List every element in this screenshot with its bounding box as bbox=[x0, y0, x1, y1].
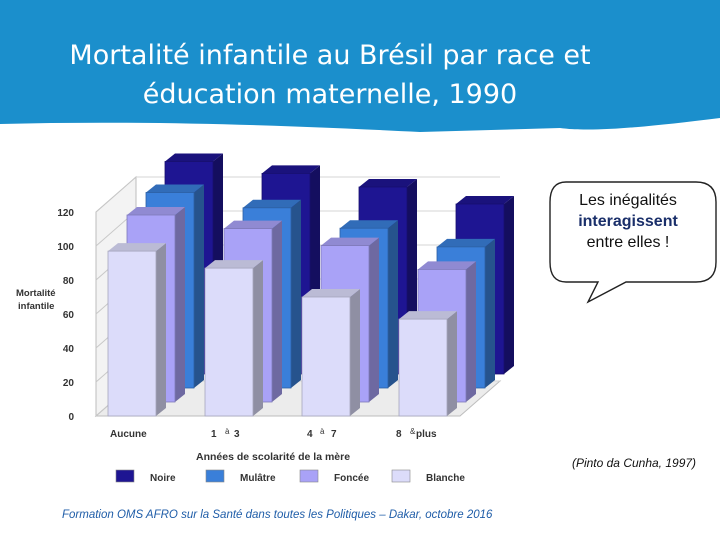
x-category-label-end: plus bbox=[416, 429, 437, 440]
bar-blanche-3 bbox=[301, 289, 360, 417]
legend-swatch bbox=[115, 469, 135, 483]
y-axis-label-line-1: Mortalité bbox=[16, 288, 56, 299]
legend-label: Blanche bbox=[426, 473, 465, 484]
bar-side bbox=[253, 260, 263, 416]
y-tick-label: 80 bbox=[63, 276, 75, 287]
bar-side bbox=[388, 220, 398, 388]
bar-top bbox=[108, 243, 166, 252]
bar-blanche-1 bbox=[107, 243, 166, 417]
bar-front bbox=[398, 318, 448, 417]
x-category-label-connector: à bbox=[225, 427, 230, 436]
legend-swatch bbox=[205, 469, 225, 483]
y-tick-label: 20 bbox=[63, 378, 75, 389]
bar-side bbox=[156, 243, 166, 416]
bar-top bbox=[456, 196, 514, 204]
legend-item-3: Foncée bbox=[299, 469, 369, 484]
bar-top bbox=[437, 238, 495, 247]
bar-top bbox=[321, 237, 379, 246]
banner-shape bbox=[0, 0, 720, 132]
citation: (Pinto da Cunha, 1997) bbox=[571, 456, 697, 470]
bar-side bbox=[291, 199, 301, 388]
chart-legend: Noire Mulâtre Foncée Blanche bbox=[115, 469, 465, 484]
legend-swatch bbox=[391, 469, 411, 483]
bar-side bbox=[485, 238, 495, 388]
bar-top bbox=[127, 207, 185, 215]
x-category-label: 1 bbox=[211, 429, 217, 440]
y-tick-label: 40 bbox=[63, 344, 75, 355]
y-tick-label: 100 bbox=[57, 242, 74, 253]
bar-side bbox=[194, 184, 204, 388]
bar-front bbox=[204, 267, 254, 417]
x-category-label-end: 3 bbox=[234, 429, 240, 440]
x-axis-title: Années de scolarité de la mère bbox=[196, 451, 350, 463]
title-banner bbox=[0, 0, 720, 132]
bar-side bbox=[369, 237, 379, 402]
bar-top bbox=[205, 260, 263, 269]
legend-item-4: Blanche bbox=[391, 469, 465, 484]
callout-line-1: Les inégalités bbox=[579, 192, 677, 209]
bar-top bbox=[359, 179, 417, 187]
bar-side bbox=[466, 261, 476, 402]
chart-bars bbox=[107, 153, 514, 417]
x-category-labels: Aucune 1 à 3 4 à 7 8 & plus bbox=[110, 427, 437, 440]
legend-label: Noire bbox=[150, 473, 176, 484]
legend-item-2: Mulâtre bbox=[205, 469, 276, 484]
legend-label: Mulâtre bbox=[240, 473, 276, 484]
bar-top bbox=[165, 153, 223, 162]
slide-title: Mortalité infantile au Brésil par race e… bbox=[60, 36, 600, 114]
y-tick-label: 0 bbox=[68, 412, 74, 423]
legend-swatch bbox=[299, 469, 319, 483]
x-category-label: 4 bbox=[307, 429, 313, 440]
speech-bubble bbox=[549, 181, 717, 304]
bar-top bbox=[243, 199, 301, 208]
x-category-label: 8 bbox=[396, 429, 402, 440]
bar-top bbox=[399, 311, 457, 320]
y-axis-label-line-2: infantile bbox=[18, 301, 54, 312]
bar-top bbox=[340, 220, 398, 229]
bar-side bbox=[504, 196, 514, 374]
speech-bubble-text: Les inégalités interagissent entre elles… bbox=[556, 190, 700, 253]
x-category-label-end: 7 bbox=[331, 429, 337, 440]
y-tick-labels: 0 20 40 60 80 100 120 bbox=[57, 208, 74, 423]
bar-top bbox=[418, 261, 476, 270]
y-tick-label: 120 bbox=[57, 208, 74, 219]
title-line-1: Mortalité infantile au Brésil par race e… bbox=[69, 40, 591, 71]
y-tick-label: 60 bbox=[63, 310, 75, 321]
x-category-label: Aucune bbox=[110, 429, 147, 440]
bar-side bbox=[447, 311, 457, 416]
title-line-2: éducation maternelle, 1990 bbox=[142, 79, 518, 110]
legend-item-1: Noire bbox=[115, 469, 176, 484]
bar-top bbox=[262, 165, 320, 174]
bar-front bbox=[301, 296, 351, 417]
bar-top bbox=[146, 184, 204, 193]
x-category-label-connector: & bbox=[410, 427, 416, 436]
bar-side bbox=[175, 207, 185, 402]
bar-top bbox=[224, 220, 282, 229]
bar-front bbox=[107, 250, 157, 417]
legend-label: Foncée bbox=[334, 473, 369, 484]
x-category-label-connector: à bbox=[320, 427, 325, 436]
callout-line-2: interagissent bbox=[578, 213, 678, 230]
speech-bubble-shape bbox=[549, 181, 717, 304]
mortality-chart: 0 20 40 60 80 100 120 Mortalité infantile Aucu… bbox=[16, 153, 514, 484]
bar-side bbox=[350, 289, 360, 416]
bar-blanche-4 bbox=[398, 311, 457, 417]
bar-top bbox=[302, 289, 360, 297]
bar-side bbox=[272, 220, 282, 402]
gridline-diagonal bbox=[95, 176, 137, 213]
footer-text: Formation OMS AFRO sur la Santé dans tou… bbox=[62, 509, 493, 521]
callout-line-3: entre elles ! bbox=[586, 234, 670, 251]
bar-blanche-2 bbox=[204, 260, 263, 417]
